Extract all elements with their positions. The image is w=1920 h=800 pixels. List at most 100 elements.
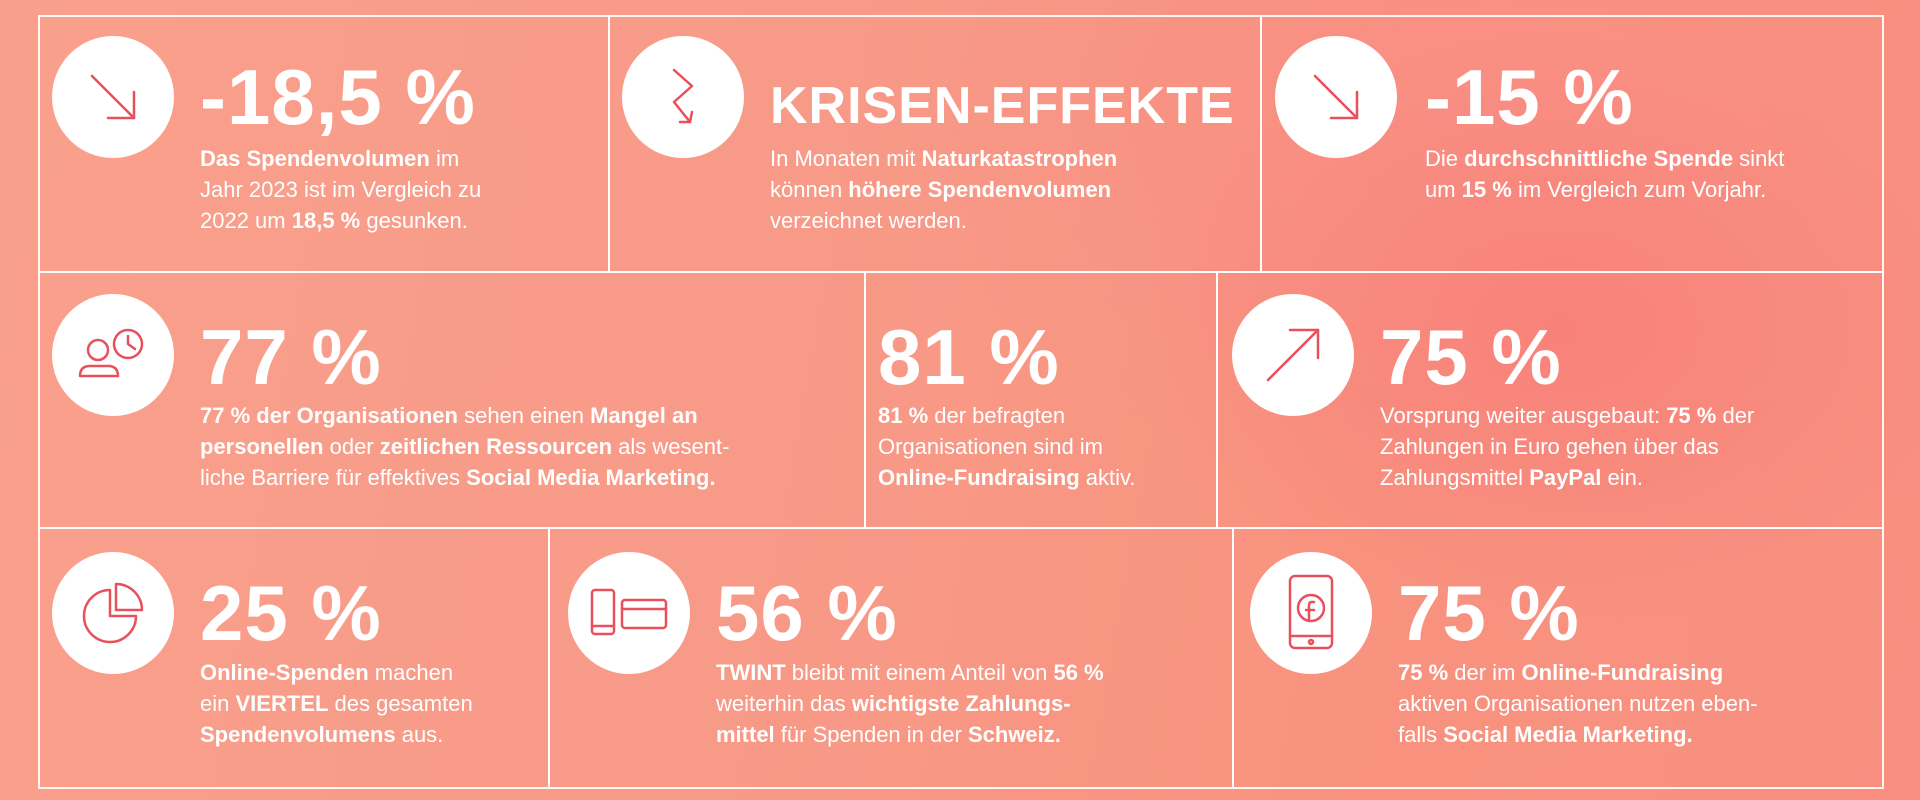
description: In Monaten mit Naturkatastrophen können h… — [770, 143, 1117, 236]
body-text: weiterhin das — [716, 691, 852, 716]
phone-card-icon — [590, 588, 668, 636]
arrow-down-right-icon — [1313, 74, 1359, 120]
description-line: Die durchschnittliche Spende sinkt — [1425, 143, 1784, 174]
description-line: Das Spendenvolumen im — [200, 143, 481, 174]
headline: 25 % — [200, 569, 382, 657]
description-line: In Monaten mit Naturkatastrophen — [770, 143, 1117, 174]
description-line: ein VIERTEL des gesamten — [200, 688, 473, 719]
description-line: mittel für Spenden in der Schweiz. — [716, 719, 1104, 750]
body-text: Zahlungen in Euro gehen über das — [1380, 434, 1719, 459]
body-text: der befragten — [928, 403, 1066, 428]
zigzag-arrow-down-icon — [672, 68, 694, 124]
description: TWINT bleibt mit einem Anteil von 56 % we… — [716, 657, 1104, 750]
highlight-text: Schweiz. — [967, 722, 1061, 747]
person-clock-icon — [78, 328, 144, 378]
description-line: Organisationen sind im — [878, 431, 1136, 462]
headline: -15 % — [1425, 53, 1634, 141]
highlight-text: Online-Fundraising — [878, 465, 1080, 490]
description: 75 % der im Online-Fundraising aktiven Or… — [1398, 657, 1758, 750]
description-line: personellen oder zeitlichen Ressourcen a… — [200, 431, 729, 462]
headline: KRISEN-EFFEKTE — [770, 77, 1235, 135]
tile-social-media — [1232, 527, 1884, 789]
highlight-text: wichtigste Zahlungs- — [851, 691, 1071, 716]
description-line: Zahlungsmittel PayPal ein. — [1380, 462, 1754, 493]
highlight-text: 75 % — [1666, 403, 1717, 428]
body-text: für Spenden in der — [774, 722, 968, 747]
description-line: Vorsprung weiter ausgebaut: 75 % der — [1380, 400, 1754, 431]
highlight-text: Online-Spenden — [200, 660, 369, 685]
arrow-up-right-icon — [1266, 328, 1320, 382]
highlight-text: VIERTEL — [235, 691, 329, 716]
body-text: aktiv. — [1079, 465, 1136, 490]
body-text: um — [1425, 177, 1462, 202]
description-line: können höhere Spendenvolumen — [770, 174, 1117, 205]
description-line: liche Barriere für effektives Social Med… — [200, 462, 729, 493]
body-text: oder — [323, 434, 380, 459]
body-text: Zahlungsmittel — [1380, 465, 1530, 490]
description-line: Zahlungen in Euro gehen über das — [1380, 431, 1754, 462]
description-line: 2022 um 18,5 % gesunken. — [200, 205, 481, 236]
headline: 56 % — [716, 569, 898, 657]
body-text: Jahr 2023 ist im Vergleich zu — [200, 177, 482, 202]
body-text: gesunken. — [360, 208, 468, 233]
description: Online-Spenden machen ein VIERTEL des ges… — [200, 657, 473, 750]
highlight-text: Social Media Marketing. — [1443, 722, 1693, 747]
body-text: können — [770, 177, 849, 202]
description-line: 77 % der Organisationen sehen einen Mang… — [200, 400, 729, 431]
body-text: In Monaten mit — [770, 146, 922, 171]
body-text: Die — [1425, 146, 1465, 171]
body-text: der — [1716, 403, 1755, 428]
circle-badge — [622, 36, 744, 158]
body-text: aktiven Organisationen nutzen eben- — [1398, 691, 1758, 716]
description-line: aktiven Organisationen nutzen eben- — [1398, 688, 1758, 719]
circle-badge — [1232, 294, 1354, 416]
highlight-text: Naturkatastrophen — [921, 146, 1118, 171]
highlight-text: 75 % — [1398, 660, 1449, 685]
highlight-text: Social Media Marketing. — [466, 465, 716, 490]
headline: 75 % — [1398, 569, 1580, 657]
highlight-text: mittel — [716, 722, 775, 747]
body-text: bleibt mit einem Anteil von — [785, 660, 1054, 685]
description-line: 75 % der im Online-Fundraising — [1398, 657, 1758, 688]
headline: 77 % — [200, 313, 382, 401]
circle-badge — [1250, 552, 1372, 674]
highlight-text: 15 % — [1461, 177, 1512, 202]
description-line: Online-Fundraising aktiv. — [878, 462, 1136, 493]
body-text: aus. — [395, 722, 444, 747]
body-text: Organisationen sind im — [878, 434, 1104, 459]
body-text: als wesent- — [612, 434, 730, 459]
circle-badge — [1275, 36, 1397, 158]
circle-badge — [52, 294, 174, 416]
description: Die durchschnittliche Spende sinkt um 15 … — [1425, 143, 1784, 205]
pie-chart-icon — [82, 582, 144, 644]
highlight-text: Das Spendenvolumen — [200, 146, 430, 171]
body-text: liche Barriere für effektives — [200, 465, 467, 490]
description-line: um 15 % im Vergleich zum Vorjahr. — [1425, 174, 1784, 205]
highlight-text: personellen — [200, 434, 324, 459]
description: 81 % der befragten Organisationen sind im… — [878, 400, 1136, 493]
description-line: verzeichnet werden. — [770, 205, 1117, 236]
body-text: falls — [1398, 722, 1444, 747]
arrow-down-right-icon — [90, 74, 136, 120]
highlight-text: Online-Fundraising — [1521, 660, 1724, 685]
highlight-text: PayPal — [1529, 465, 1602, 490]
description-line: Online-Spenden machen — [200, 657, 473, 688]
highlight-text: 81 % — [878, 403, 929, 428]
description: Vorsprung weiter ausgebaut: 75 % der Zahl… — [1380, 400, 1754, 493]
phone-facebook-icon — [1288, 574, 1334, 650]
description-line: weiterhin das wichtigste Zahlungs- — [716, 688, 1104, 719]
description-line: Spendenvolumens aus. — [200, 719, 473, 750]
highlight-text: zeitlichen Ressourcen — [379, 434, 613, 459]
highlight-text: TWINT — [716, 660, 786, 685]
highlight-text: durchschnittliche Spende — [1464, 146, 1734, 171]
circle-badge — [568, 552, 690, 674]
body-text: ein — [200, 691, 236, 716]
highlight-text: Mangel an — [590, 403, 698, 428]
body-text: im — [429, 146, 460, 171]
body-text: sehen einen — [457, 403, 591, 428]
description-line: 81 % der befragten — [878, 400, 1136, 431]
highlight-text: 56 % — [1053, 660, 1104, 685]
body-text: des gesamten — [328, 691, 473, 716]
body-text: Vorsprung weiter ausgebaut: — [1380, 403, 1667, 428]
description: Das Spendenvolumen im Jahr 2023 ist im Ve… — [200, 143, 481, 236]
